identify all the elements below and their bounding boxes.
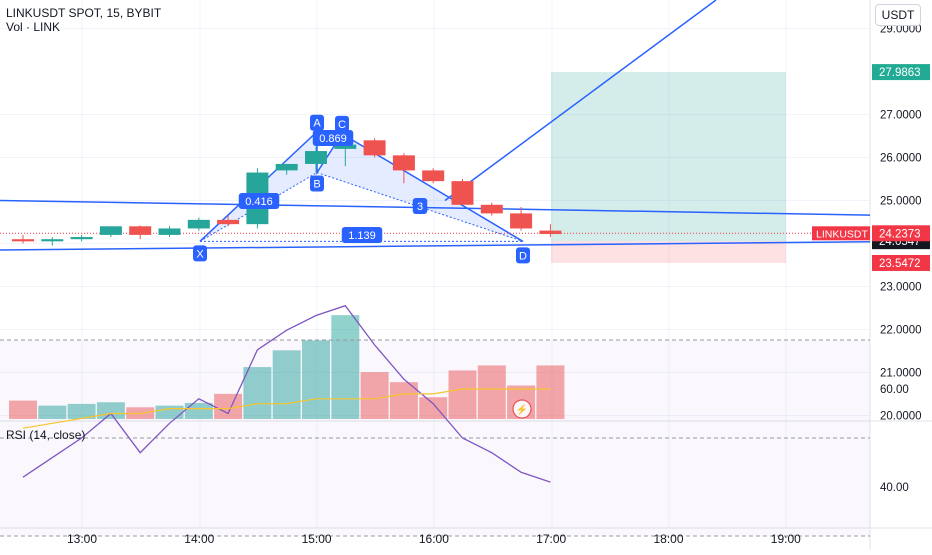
ratio-bd-badge <box>412 198 428 214</box>
alert-icon-glyph: ⚡ <box>516 403 528 416</box>
candle-body <box>334 144 357 149</box>
ratio-xb-badge <box>238 193 280 209</box>
pattern-point-d: D <box>519 250 527 262</box>
stop-price-badge-bg <box>872 254 930 271</box>
candle-body <box>510 213 533 229</box>
pattern-point-c: C <box>338 119 346 131</box>
candle-body <box>451 181 474 205</box>
rsi-ma-line <box>22 388 551 429</box>
candle-body <box>187 219 210 229</box>
currency-button[interactable]: USDT <box>875 4 921 26</box>
time-tick: 18:00 <box>653 532 683 546</box>
ratio-xb: 0.416 <box>245 196 273 208</box>
candle-body <box>12 239 34 242</box>
time-tick: 17:00 <box>536 532 566 546</box>
volume-bar <box>536 365 565 419</box>
volume-bar <box>448 370 477 419</box>
candle-body <box>99 226 122 235</box>
rsi-tick: 60.00 <box>880 384 909 396</box>
ratio-xd-badge <box>341 227 383 243</box>
pattern-xb-dotted <box>199 172 318 242</box>
pattern-fill-bcd <box>317 133 523 242</box>
price-tick: 27.0000 <box>880 110 922 122</box>
pattern-point-b: B <box>313 179 320 191</box>
time-tick: 13:00 <box>67 532 97 546</box>
price-tick: 25.0000 <box>880 196 922 208</box>
volume-label[interactable]: Vol · LINK <box>6 20 61 34</box>
candle-body <box>158 228 181 235</box>
rsi-tick: 40.00 <box>880 482 909 494</box>
trendline-upper <box>0 199 871 216</box>
last-price-badge: 24.2373 <box>879 228 921 240</box>
pattern-point-x-badge <box>193 245 207 262</box>
target-price-badge-bg <box>872 64 930 81</box>
symbol-name-badge-bg <box>812 226 870 241</box>
candle-body <box>129 226 152 235</box>
candle-body <box>41 239 64 242</box>
position-profit-zone <box>551 72 786 242</box>
ratio-xd: 1.139 <box>348 230 376 242</box>
trendline-ray <box>444 0 717 202</box>
volume-bar <box>67 403 96 419</box>
candle-body <box>363 140 386 156</box>
price-tick: 26.0000 <box>880 153 922 165</box>
pattern-point-x: X <box>196 248 204 260</box>
time-tick: 16:00 <box>419 532 449 546</box>
pattern-point-b-badge <box>310 175 324 192</box>
volume-bar <box>477 365 506 419</box>
chart-legend: LINKUSDT SPOT, 15, BYBIT Vol · LINK <box>6 6 161 34</box>
time-tick: 15:00 <box>302 532 332 546</box>
ratio-ac-badge <box>312 130 354 146</box>
volume-bar <box>360 372 389 419</box>
candle-body <box>275 163 298 171</box>
price-tick: 20.0000 <box>880 411 922 423</box>
pattern-point-a: A <box>313 118 321 130</box>
time-tick: 14:00 <box>184 532 214 546</box>
volume-bar <box>9 400 37 419</box>
candle-body <box>217 219 240 225</box>
volume-bar <box>243 367 272 419</box>
price-tick: 21.0000 <box>880 368 922 380</box>
ratio-bd: 3 <box>417 201 423 213</box>
target-price-badge: 27.9863 <box>879 67 921 79</box>
pattern-point-a-badge <box>310 114 324 131</box>
candle-body <box>422 170 445 182</box>
last-price-badge-bg <box>872 225 930 242</box>
candle-body <box>305 151 327 164</box>
pattern-point-c-badge <box>335 115 349 132</box>
alert-icon <box>512 399 532 419</box>
candle-body <box>70 237 93 240</box>
volume-bar <box>184 402 213 419</box>
candle-body <box>392 155 415 171</box>
position-loss-zone <box>551 241 786 263</box>
volume-bar <box>272 350 301 419</box>
trendline-lower <box>0 241 871 251</box>
rsi-legend[interactable]: RSI (14, close) <box>6 428 86 442</box>
volume-bar <box>331 315 360 419</box>
volume-bar <box>302 340 330 419</box>
stop-price-badge: 23.5472 <box>879 258 921 270</box>
ratio-ac: 0.869 <box>319 133 347 145</box>
pattern-point-d-badge <box>516 247 530 264</box>
candle-body <box>539 230 562 235</box>
price-tick: 22.0000 <box>880 325 922 337</box>
symbol-title[interactable]: LINKUSDT SPOT, 15, BYBIT <box>6 6 162 20</box>
candle-body <box>480 204 503 214</box>
volume-bar <box>419 397 448 419</box>
price-tick: 29.0000 <box>880 24 922 36</box>
time-tick: 19:00 <box>771 532 801 546</box>
volume-bar <box>38 405 67 419</box>
volume-bar <box>389 382 418 419</box>
symbol-name-badge: LINKUSDT <box>816 228 869 240</box>
price-tick: 23.0000 <box>880 282 922 294</box>
